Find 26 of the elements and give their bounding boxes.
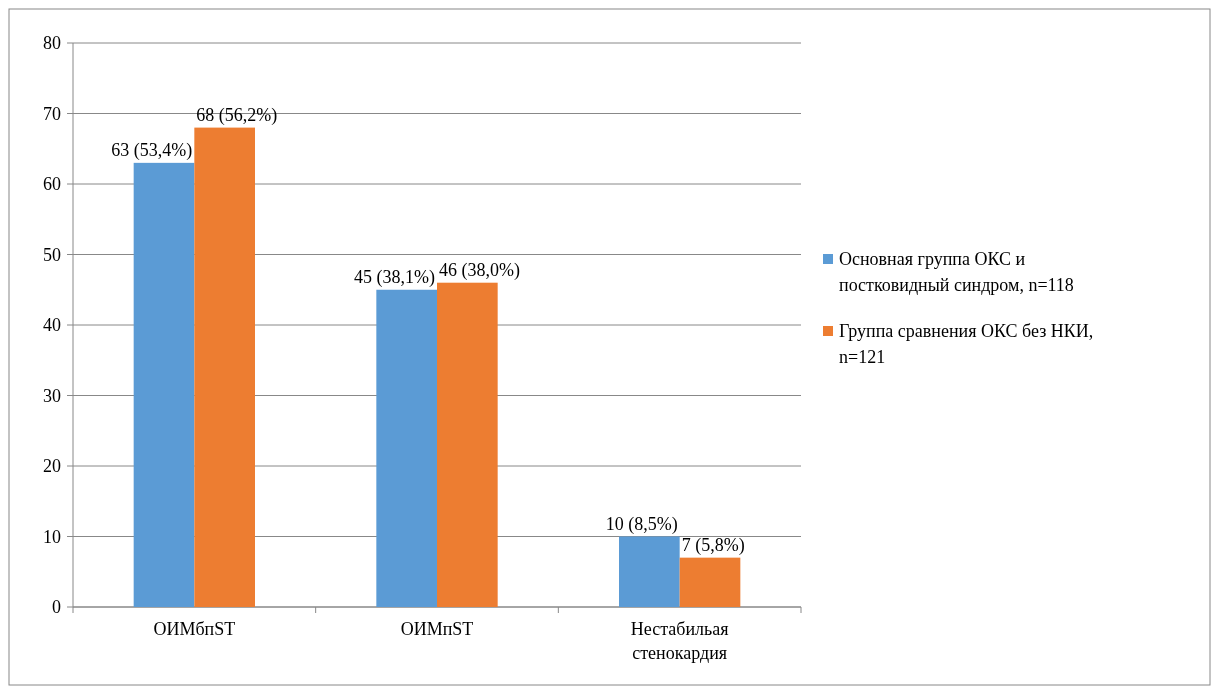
legend-label: Основная группа ОКС и постковидный синдром, n=118 (839, 249, 1074, 295)
x-tick-label: ОИМпST (400, 619, 474, 639)
bar (376, 289, 437, 607)
y-tick-label: 80 (43, 33, 61, 54)
y-tick-label: 20 (43, 456, 61, 477)
y-tick-label: 0 (52, 597, 61, 618)
data-label: 46 (38,0%) (439, 259, 520, 281)
y-tick-label: 70 (43, 103, 61, 124)
bar (133, 162, 195, 607)
bar (437, 282, 498, 607)
y-tick-label: 60 (43, 174, 61, 195)
x-tick-label: ОИМбпST (153, 619, 236, 639)
bar (679, 557, 741, 607)
y-tick-label: 50 (43, 244, 61, 265)
legend-label: Группа сравнения ОКС без НКИ, n=121 (839, 321, 1094, 367)
bar (619, 536, 680, 607)
data-label: 10 (8,5%) (605, 513, 678, 535)
bar (194, 127, 255, 607)
data-label: 63 (53,4%) (111, 139, 193, 161)
x-tick-label: Нестабильая стенокардия (630, 619, 729, 663)
y-tick-label: 10 (43, 526, 61, 547)
data-label: 68 (56,2%) (196, 104, 278, 126)
data-label: 45 (38,1%) (354, 266, 435, 288)
y-tick-label: 40 (43, 315, 61, 336)
data-label: 7 (5,8%) (681, 534, 745, 556)
y-tick-label: 30 (43, 385, 61, 406)
